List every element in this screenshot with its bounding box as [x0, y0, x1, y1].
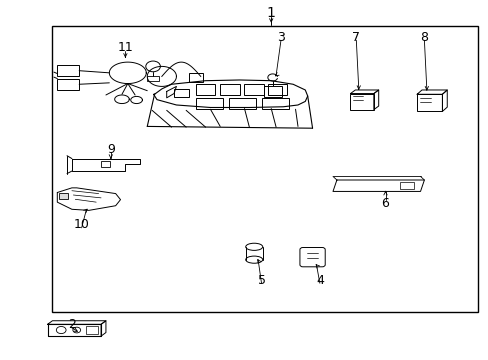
Text: 7: 7: [352, 31, 360, 44]
Bar: [416, 94, 442, 111]
Bar: [262, 98, 288, 109]
Bar: [52, 26, 477, 312]
Text: 3: 3: [277, 31, 285, 44]
Bar: [399, 182, 413, 189]
Bar: [101, 161, 110, 167]
Bar: [57, 65, 79, 76]
Bar: [196, 84, 215, 95]
Bar: [59, 193, 68, 199]
Bar: [350, 94, 373, 110]
Bar: [147, 76, 159, 81]
Text: 4: 4: [315, 274, 323, 287]
Bar: [196, 98, 222, 109]
Text: 2: 2: [68, 318, 76, 331]
Text: 5: 5: [257, 274, 265, 287]
Text: 9: 9: [107, 143, 115, 156]
Bar: [188, 73, 203, 82]
Text: 11: 11: [117, 41, 133, 54]
Bar: [244, 84, 264, 95]
Text: 6: 6: [381, 197, 388, 210]
Bar: [228, 98, 255, 109]
Bar: [267, 84, 287, 95]
Text: 8: 8: [420, 31, 427, 44]
Bar: [57, 78, 79, 90]
Text: 10: 10: [74, 218, 89, 231]
Bar: [220, 84, 239, 95]
Text: 1: 1: [266, 6, 275, 20]
Bar: [174, 89, 188, 97]
Bar: [264, 86, 282, 97]
Bar: [85, 327, 98, 334]
